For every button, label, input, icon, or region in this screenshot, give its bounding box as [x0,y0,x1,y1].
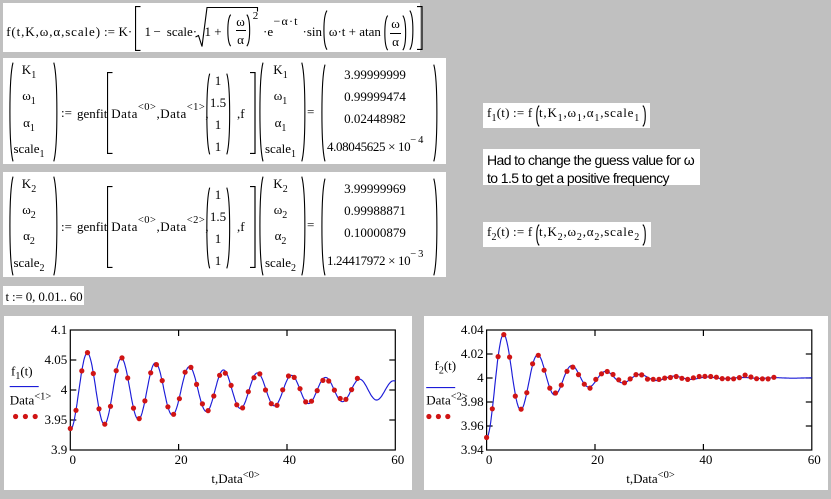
svg-text:f2(t): f2(t) [434,358,456,377]
svg-text:3.9: 3.9 [51,442,67,457]
svg-text:40: 40 [283,452,296,467]
svg-text:3.94: 3.94 [460,442,483,457]
svg-text:20: 20 [591,452,604,467]
svg-text:4.04: 4.04 [460,322,483,337]
svg-text:20: 20 [175,452,188,467]
svg-text:4.05: 4.05 [45,352,68,367]
svg-text:0: 0 [485,452,492,467]
svg-text:t,Data<0>: t,Data<0> [626,470,675,486]
svg-text:3.95: 3.95 [45,412,68,427]
svg-text:40: 40 [699,452,712,467]
svg-text:4.1: 4.1 [51,322,67,337]
svg-text:60: 60 [391,452,404,467]
svg-text:t,Data<0>: t,Data<0> [211,470,260,486]
svg-text:Data<1>: Data<1> [10,392,52,408]
svg-text:4.02: 4.02 [460,346,483,361]
svg-text:0: 0 [70,452,77,467]
svg-text:f1(t): f1(t) [11,364,33,383]
svg-text:4: 4 [477,370,484,385]
svg-text:3.96: 3.96 [460,418,483,433]
svg-text:4: 4 [61,382,68,397]
svg-text:60: 60 [807,452,820,467]
svg-text:3.98: 3.98 [460,394,483,409]
